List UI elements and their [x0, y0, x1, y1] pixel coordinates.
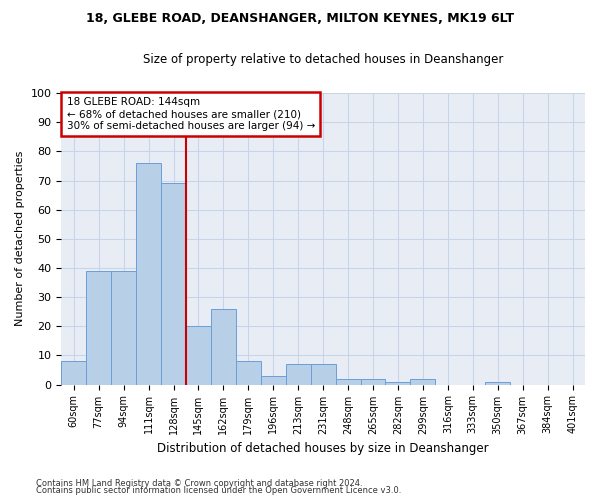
Bar — [485, 382, 510, 384]
Bar — [236, 361, 261, 384]
Bar — [410, 378, 436, 384]
Bar — [261, 376, 286, 384]
Bar — [186, 326, 211, 384]
Bar — [311, 364, 335, 384]
Bar — [385, 382, 410, 384]
Bar — [335, 378, 361, 384]
Bar — [286, 364, 311, 384]
Bar — [86, 271, 111, 384]
Bar — [61, 361, 86, 384]
Bar — [111, 271, 136, 384]
Y-axis label: Number of detached properties: Number of detached properties — [15, 151, 25, 326]
Text: 18 GLEBE ROAD: 144sqm
← 68% of detached houses are smaller (210)
30% of semi-det: 18 GLEBE ROAD: 144sqm ← 68% of detached … — [67, 98, 315, 130]
Bar — [136, 163, 161, 384]
Bar — [361, 378, 385, 384]
Bar — [211, 309, 236, 384]
Text: 18, GLEBE ROAD, DEANSHANGER, MILTON KEYNES, MK19 6LT: 18, GLEBE ROAD, DEANSHANGER, MILTON KEYN… — [86, 12, 514, 26]
Title: Size of property relative to detached houses in Deanshanger: Size of property relative to detached ho… — [143, 52, 503, 66]
X-axis label: Distribution of detached houses by size in Deanshanger: Distribution of detached houses by size … — [157, 442, 489, 455]
Bar — [161, 184, 186, 384]
Text: Contains public sector information licensed under the Open Government Licence v3: Contains public sector information licen… — [36, 486, 401, 495]
Text: Contains HM Land Registry data © Crown copyright and database right 2024.: Contains HM Land Registry data © Crown c… — [36, 478, 362, 488]
